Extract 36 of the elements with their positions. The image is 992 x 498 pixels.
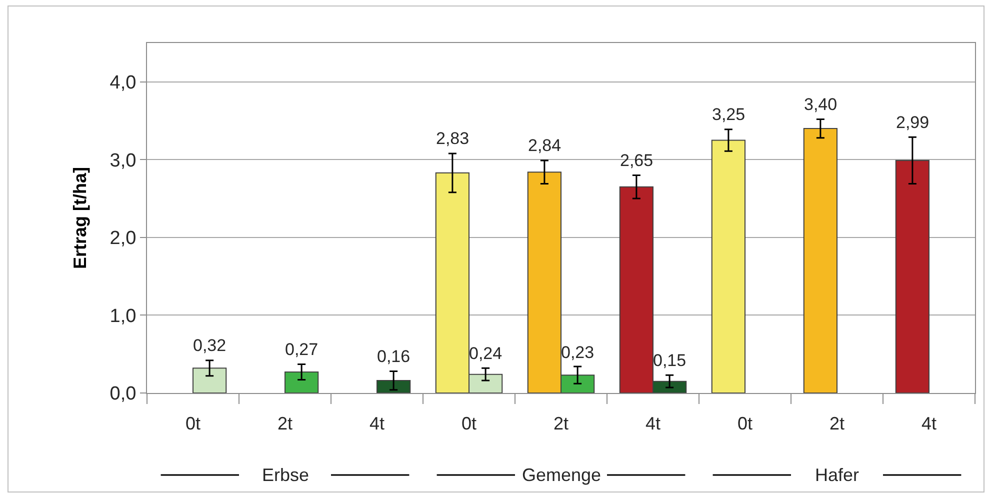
y-tick-label: 1,0	[110, 306, 136, 327]
y-tick-label: 2,0	[110, 228, 136, 250]
data-label: 0,32	[193, 336, 226, 355]
text: Erbse	[262, 465, 310, 485]
data-label: 3,25	[712, 105, 746, 124]
y-tick-label: 0,0	[110, 384, 136, 405]
bar	[284, 372, 319, 393]
x-tick-label: 2t	[553, 414, 569, 434]
data-label: 0,15	[653, 351, 686, 370]
data-label: 0,23	[561, 343, 594, 362]
data-label: 3,40	[804, 95, 838, 114]
data-label: 0,27	[285, 340, 318, 359]
bar	[192, 368, 227, 393]
x-tick-label: 4t	[369, 414, 385, 434]
bar	[895, 160, 930, 393]
bar	[711, 140, 746, 393]
x-tick-label: 4t	[921, 414, 937, 434]
text: Gemenge	[522, 465, 602, 485]
data-label: 2,99	[896, 113, 930, 132]
x-tick-label: 4t	[645, 414, 661, 434]
data-label: 2,84	[528, 136, 562, 155]
y-axis-title: Ertrag [t/ha]	[70, 166, 90, 270]
x-tick-label: 2t	[277, 414, 293, 434]
x-tick-label: 0t	[461, 414, 477, 434]
y-tick-label: 4,0	[110, 72, 136, 94]
bar	[376, 380, 411, 393]
data-label: 0,24	[469, 344, 502, 363]
x-tick-label: 0t	[185, 414, 201, 434]
text: Hafer	[815, 465, 860, 485]
data-label: 0,16	[377, 347, 410, 366]
x-tick-label: 2t	[829, 414, 845, 434]
data-label: 2,83	[436, 129, 470, 148]
bar	[803, 128, 838, 393]
data-label: 2,65	[620, 151, 654, 170]
y-tick-label: 3,0	[110, 150, 136, 172]
x-tick-label: 0t	[737, 414, 753, 434]
